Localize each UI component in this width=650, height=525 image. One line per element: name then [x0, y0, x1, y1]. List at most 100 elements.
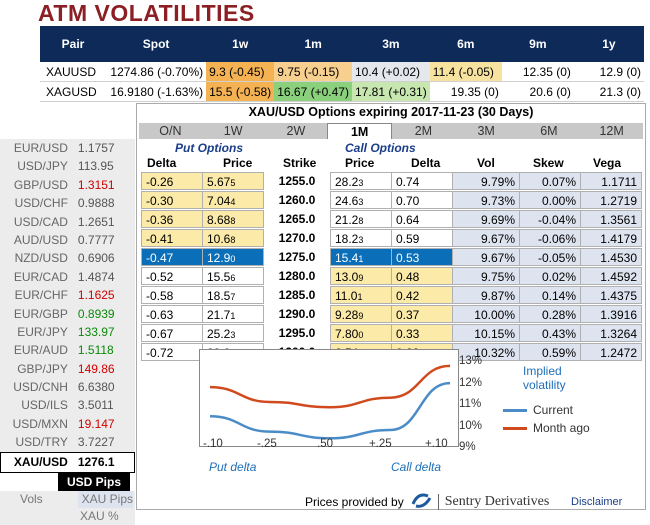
call-price-main: 7.80 — [335, 327, 359, 341]
fx-pair: EUR/CAD — [13, 269, 68, 284]
col-9m: 9m — [501, 26, 574, 62]
fx-row[interactable]: USD/TRY 3.7227 — [0, 433, 135, 452]
vega: 1.3264 — [580, 324, 642, 342]
brand-name: Sentry Derivatives — [444, 493, 550, 509]
vol: 10.15% — [452, 324, 520, 342]
fx-row[interactable]: EUR/CAD 1.4874 — [0, 267, 135, 287]
usd-pips-button[interactable]: USD Pips — [58, 472, 130, 491]
options-row[interactable]: -0.30 7.044 1260.0 24.63 0.70 9.73% 0.00% 1.271… — [141, 191, 642, 210]
x-tick-label: +.25 — [369, 438, 392, 450]
options-row[interactable]: -0.47 12.90 1275.0 15.41 0.53 9.67% -0.05% 1.45… — [141, 248, 642, 267]
call-delta: 0.53 — [391, 248, 453, 266]
tab-2w[interactable]: 2W — [286, 124, 306, 138]
vol: 9.67% — [452, 248, 520, 266]
fx-value: 113.95 — [77, 159, 114, 174]
put-price-pip: 8 — [230, 235, 236, 245]
selected-pair-row[interactable]: XAU/USD 1276.1 — [0, 451, 135, 473]
tab-1m[interactable]: 1M — [327, 123, 392, 139]
call-price: 21.28 — [330, 210, 392, 228]
call-price-main: 15.4 — [335, 251, 359, 265]
fx-row[interactable]: AUD/USD 0.7777 — [0, 230, 135, 250]
col-vega: Vega — [593, 156, 622, 170]
call-price-pip: 3 — [358, 197, 364, 207]
options-row[interactable]: -0.67 25.23 1295.0 7.800 0.33 10.15% 0.43% 1.32… — [141, 324, 642, 343]
fx-row[interactable]: USD/CHF 0.9888 — [0, 194, 135, 213]
fx-row[interactable]: USD/ILS 3.5011 — [0, 396, 135, 415]
vol: 9.87% — [452, 286, 520, 304]
options-row[interactable]: -0.63 21.71 1290.0 9.289 0.37 10.00% 0.28% 1.39… — [141, 305, 642, 324]
series-line-current — [209, 381, 451, 440]
xau-pct-button[interactable]: XAU % — [0, 507, 135, 525]
strike: 1260.0 — [278, 193, 316, 207]
fx-row[interactable]: EUR/JPY 133.97 — [0, 322, 135, 342]
fx-pair: USD/TRY — [15, 435, 68, 450]
fx-row[interactable]: GBP/USD 1.3151 — [0, 175, 135, 195]
fx-row[interactable]: USD/CNH 6.6380 — [0, 378, 135, 397]
vol-3m: 17.81 (+0.31) — [352, 81, 430, 102]
fx-pair: USD/CAD — [13, 214, 68, 229]
tab-1w[interactable]: 1W — [223, 124, 243, 138]
put-delta: -0.67 — [141, 324, 203, 342]
put-price-main: 10.6 — [207, 232, 231, 246]
fx-pair: AUD/USD — [13, 232, 68, 247]
x-tick-label: -.25 — [257, 438, 277, 450]
fx-value: 1.1625 — [77, 288, 115, 303]
col-strike: Strike — [283, 156, 317, 170]
x-tick-label: .50 — [317, 438, 333, 450]
options-row[interactable]: -0.26 5.675 1255.0 28.23 0.74 9.79% 0.07% 1.171… — [141, 172, 642, 191]
tab-on[interactable]: O/N — [159, 124, 182, 138]
strike: 1255.0 — [278, 174, 316, 188]
skew: 0.14% — [519, 286, 581, 304]
vega: 1.3561 — [580, 210, 642, 228]
put-price-pip: 7 — [230, 292, 236, 302]
call-price-main: 28.2 — [335, 175, 359, 189]
fx-row[interactable]: NZD/USD 0.6906 — [0, 249, 135, 268]
pair-label: XAGUSD — [40, 81, 107, 102]
vega: 1.4375 — [580, 286, 642, 304]
vega: 1.1711 — [580, 172, 642, 190]
fx-row[interactable]: EUR/AUD 1.5118 — [0, 341, 135, 360]
tab-6m[interactable]: 6M — [540, 124, 558, 138]
fx-row[interactable]: GBP/JPY 149.86 — [0, 359, 135, 379]
vol-9m: 20.6 (0) — [501, 81, 574, 102]
options-row[interactable]: -0.52 15.56 1280.0 13.09 0.48 9.75% 0.02% 1.459… — [141, 267, 642, 286]
put-delta: -0.30 — [141, 191, 203, 209]
fx-row[interactable]: USD/CAD 1.2651 — [0, 212, 135, 231]
put-delta: -0.63 — [141, 305, 203, 323]
xau-pips-button[interactable]: XAU Pips — [78, 490, 133, 508]
fx-pair: USD/ILS — [21, 398, 68, 413]
selected-pair: XAU/USD — [13, 454, 68, 469]
vol-smile-svg — [209, 364, 451, 440]
fx-pair: USD/CNH — [13, 380, 68, 395]
col-3m: 3m — [352, 26, 430, 62]
tab-12m[interactable]: 12M — [599, 124, 624, 138]
tab-3m[interactable]: 3M — [477, 124, 495, 138]
vol-1w: 15.5 (-0.58) — [206, 81, 275, 102]
legend-month-ago: Month ago — [503, 421, 590, 435]
skew: 0.02% — [519, 267, 581, 285]
put-price: 18.57 — [202, 286, 264, 304]
options-row[interactable]: -0.36 8.688 1265.0 21.28 0.64 9.69% -0.04% 1.35… — [141, 210, 642, 229]
fx-row[interactable]: USD/JPY 113.95 — [0, 157, 135, 176]
pair-label: XAUUSD — [40, 62, 107, 82]
tab-2m[interactable]: 2M — [414, 124, 433, 138]
call-delta: 0.33 — [391, 324, 453, 342]
fx-row[interactable]: USD/MXN 19.147 — [0, 414, 135, 434]
call-price-pip: 1 — [358, 254, 364, 264]
disclaimer-link[interactable]: Disclaimer — [571, 496, 623, 508]
fx-row[interactable]: EUR/CHF 1.1625 — [0, 286, 135, 305]
atm-vol-table: Pair Spot 1w 1m 3m 6m 9m 1y XAUUSD 1274.… — [40, 26, 644, 102]
atm-row-xauusd[interactable]: XAUUSD 1274.86 (-0.70%) 9.3 (-0.45) 9.75… — [40, 62, 644, 82]
col-1y: 1y — [573, 26, 644, 62]
put-price-main: 8.68 — [207, 213, 231, 227]
strike: 1290.0 — [278, 307, 316, 321]
atm-row-xagusd[interactable]: XAGUSD 16.9180 (-1.63%) 15.5 (-0.58) 16.… — [40, 81, 644, 102]
fx-row[interactable]: EUR/GBP 0.8939 — [0, 304, 135, 323]
fx-row[interactable]: EUR/USD 1.1757 — [0, 139, 135, 158]
options-row[interactable]: -0.41 10.68 1270.0 18.23 0.59 9.67% -0.06% 1.41… — [141, 229, 642, 248]
put-price-main: 21.7 — [207, 308, 231, 322]
put-price: 10.68 — [202, 229, 264, 247]
options-row[interactable]: -0.58 18.57 1285.0 11.01 0.42 9.87% 0.14% 1.437… — [141, 286, 642, 305]
selected-value: 1276.1 — [77, 454, 115, 469]
chart-title: Implied volatility — [523, 364, 566, 392]
